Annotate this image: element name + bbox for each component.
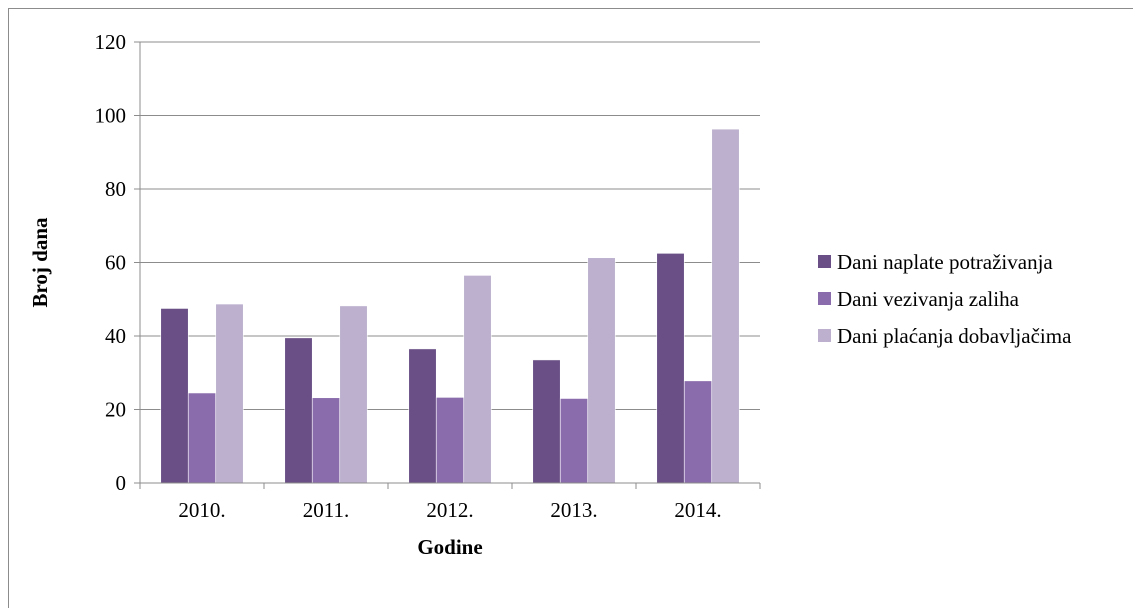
legend-label: Dani vezivanja zaliha [837,287,1020,311]
y-tick-label: 40 [105,324,126,348]
x-tick-label: 2012. [426,498,473,522]
legend-label: Dani plaćanja dobavljačima [837,324,1072,348]
x-tick-label: 2011. [303,498,349,522]
bar [284,337,313,484]
bar [587,257,616,484]
axes [134,41,761,489]
legend-swatch [818,292,831,305]
y-tick-label: 60 [105,251,126,275]
bar [532,359,561,484]
legend-swatch [818,329,831,342]
bar [463,275,492,484]
tick-labels: 0 20 40 60 80 100 120 2010. 2011. 2012. 2013. 2014. [95,30,722,522]
legend-swatch [818,255,831,268]
bar [215,303,244,484]
y-tick-label: 0 [116,471,127,495]
x-tick-label: 2014. [674,498,721,522]
bars [160,128,740,484]
bar [683,380,713,484]
bar [656,253,685,484]
y-tick-label: 20 [105,398,126,422]
bar [160,308,189,484]
x-tick-label: 2013. [550,498,597,522]
x-axis-title: Godine [417,535,482,559]
y-axis-title: Broj dana [28,217,52,308]
bar [435,397,465,484]
chart-frame [8,8,1133,608]
bar [187,392,217,484]
y-tick-label: 80 [105,177,126,201]
bar [408,348,437,484]
x-tick-label: 2010. [178,498,225,522]
bar [339,305,368,484]
y-tick-label: 100 [95,104,127,128]
bar-chart: 0 20 40 60 80 100 120 2010. 2011. 2012. 2013. 2014.… [28,30,1072,559]
bar [559,398,589,484]
y-tick-label: 120 [95,30,127,54]
legend-label: Dani naplate potraživanja [837,250,1053,274]
bar [711,128,740,484]
legend: Dani naplate potraživanja Dani vezivanja … [818,250,1072,348]
bar [311,397,341,484]
